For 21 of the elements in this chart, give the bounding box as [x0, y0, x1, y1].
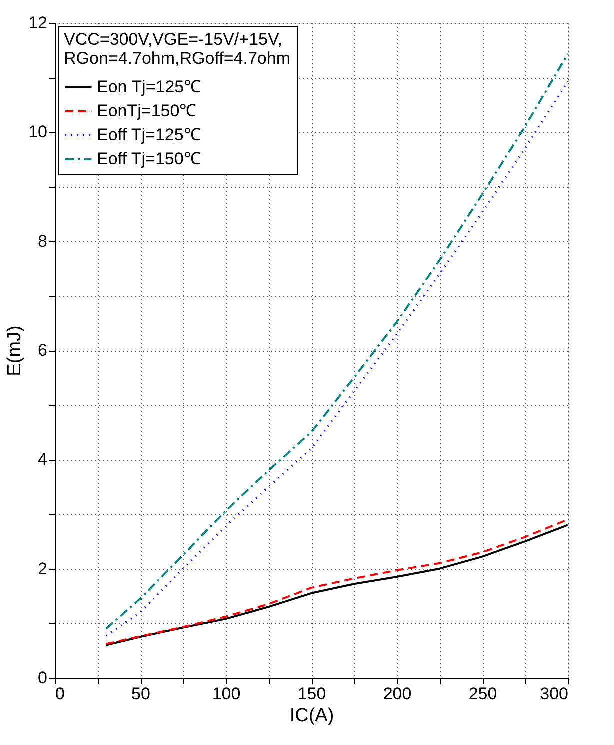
x-tick-label: 300: [540, 684, 568, 704]
y-axis-title: E(mJ): [4, 326, 26, 376]
x-tick-label: 0: [56, 684, 65, 704]
y-tick-label: 6: [38, 341, 48, 360]
legend-label: EonTj=150℃: [97, 102, 197, 120]
y-tick-label: 8: [38, 232, 48, 251]
legend-label: Eoff Tj=125℃: [97, 126, 201, 144]
x-tick-label: 50: [132, 684, 150, 704]
x-tick-label: 150: [298, 684, 326, 704]
y-tick-label: 12: [28, 14, 48, 32]
x-tick-label: 100: [212, 684, 241, 704]
legend-title: VCC=300V,VGE=-15V/+15V, RGon=4.7ohm,RGoff=4.7ohm: [64, 30, 290, 68]
legend-label: Eon Tj=125℃: [97, 78, 202, 96]
legend-label: Eoff Tj=150℃: [97, 150, 201, 168]
y-tick-label: 10: [28, 122, 48, 142]
x-tick-label: 200: [383, 684, 412, 704]
y-tick-label: 4: [38, 450, 48, 470]
x-tick-label: 250: [468, 684, 498, 704]
x-axis-title: IC(A): [290, 706, 334, 726]
y-tick-label: 2: [38, 559, 48, 578]
y-tick-label: 0: [38, 668, 48, 688]
